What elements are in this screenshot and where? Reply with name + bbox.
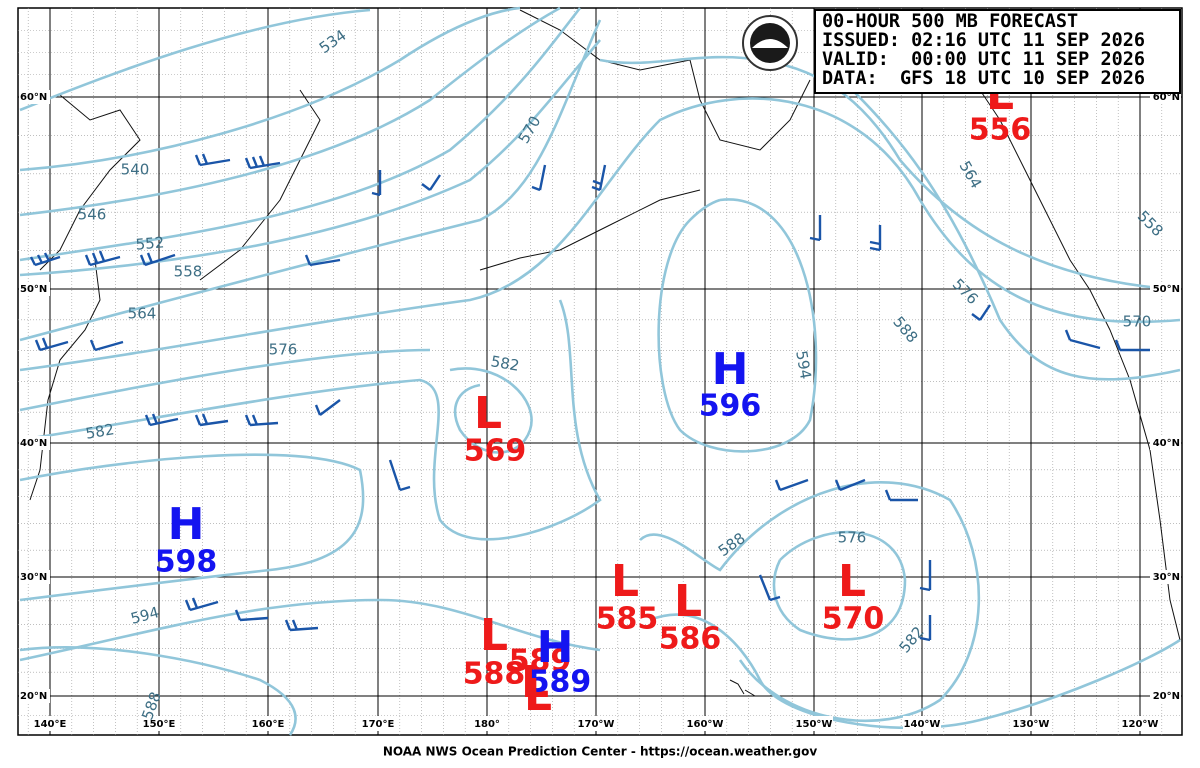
lat-label: 50°N	[20, 284, 47, 295]
hawaii	[729, 679, 756, 697]
lon-label-bg	[140, 716, 178, 731]
contour-label: 564	[128, 305, 157, 323]
lat-label-bg	[19, 436, 50, 450]
center-type: L	[480, 610, 508, 661]
center-type: L	[611, 556, 639, 607]
lon-label-bg	[359, 716, 397, 731]
contour-label: 552	[135, 233, 165, 253]
lat-label: 40°N	[1153, 438, 1180, 449]
lat-label-bg	[1150, 689, 1181, 703]
center-value: 556	[969, 113, 1032, 148]
lon-label-bg	[795, 716, 833, 731]
lat-label-bg	[1150, 282, 1181, 296]
footer: NOAA NWS Ocean Prediction Center - https…	[383, 745, 817, 759]
center-type: L	[521, 657, 549, 708]
center-type: L	[838, 556, 866, 607]
lon-label-bg	[1012, 716, 1050, 731]
center-value: 570	[822, 602, 885, 637]
center-value: 589	[509, 644, 572, 679]
lat-label: 50°N	[1153, 284, 1180, 295]
lat-label: 20°N	[20, 691, 47, 702]
center-value: 598	[155, 545, 218, 580]
lon-label: 180°	[474, 719, 500, 730]
grid	[18, 8, 1182, 735]
lon-label-bg	[1121, 716, 1159, 731]
lon-label: 140°E	[34, 719, 67, 730]
center-type: H	[168, 499, 205, 550]
header-line: 00-HOUR 500 MB FORECAST	[822, 11, 1078, 32]
lat-label-bg	[19, 282, 50, 296]
lon-label-bg	[686, 716, 724, 731]
center-value: 585	[596, 602, 659, 637]
lat-label: 60°N	[1153, 92, 1180, 103]
lon-label: 170°W	[578, 719, 615, 730]
header-line: ISSUED: 02:16 UTC 11 SEP 2026	[822, 30, 1145, 51]
lon-label: 150°W	[796, 719, 833, 730]
lon-label-bg	[249, 716, 287, 731]
center-type: H	[712, 344, 749, 395]
lon-label: 160°E	[252, 719, 285, 730]
center-value: 588	[463, 657, 526, 692]
contour-label: 546	[78, 206, 107, 224]
center-type: L	[674, 576, 702, 627]
lat-label: 60°N	[20, 92, 47, 103]
lat-label-bg	[19, 570, 50, 584]
lat-label: 20°N	[1153, 691, 1180, 702]
map-frame	[17, 7, 1183, 736]
height-contours	[19, 6, 1181, 736]
contour-label: 582	[489, 352, 520, 375]
noaa-logo	[742, 15, 798, 71]
lon-label-bg	[577, 716, 615, 731]
center-value: 569	[464, 434, 527, 469]
lat-label-bg	[19, 689, 50, 703]
lat-label: 30°N	[20, 572, 47, 583]
lat-label-bg	[19, 90, 50, 104]
lat-label: 40°N	[20, 438, 47, 449]
contour-label: 570	[1123, 313, 1152, 331]
header-box	[814, 9, 1181, 94]
lon-label-bg	[468, 716, 506, 731]
header-line: VALID: 00:00 UTC 11 SEP 2026	[822, 49, 1145, 70]
contour-label: 576	[838, 529, 867, 547]
lon-label: 120°W	[1122, 719, 1159, 730]
lon-label: 140°W	[904, 719, 941, 730]
lon-label: 150°E	[143, 719, 176, 730]
contour-label: 558	[174, 263, 203, 281]
header-line: DATA: GFS 18 UTC 10 SEP 2026	[822, 68, 1145, 89]
center-type: L	[524, 670, 552, 721]
lon-label-bg	[903, 716, 941, 731]
lat-label-bg	[1150, 436, 1181, 450]
center-value: 589	[529, 665, 592, 700]
center-type: H	[537, 622, 574, 673]
contour-label: 576	[269, 341, 298, 359]
contour-label: 594	[792, 349, 815, 380]
contour-label: 582	[84, 420, 115, 443]
center-type: L	[474, 388, 502, 439]
center-value: 596	[699, 389, 762, 424]
contour-label: 540	[121, 161, 150, 179]
lat-label-bg	[1150, 570, 1181, 584]
wind-barbs	[29, 153, 1150, 642]
lon-label: 130°W	[1013, 719, 1050, 730]
center-value: 586	[659, 622, 722, 657]
lon-label: 160°W	[687, 719, 724, 730]
lon-label: 170°E	[362, 719, 395, 730]
lat-label: 30°N	[1153, 572, 1180, 583]
lon-label-bg	[31, 716, 69, 731]
